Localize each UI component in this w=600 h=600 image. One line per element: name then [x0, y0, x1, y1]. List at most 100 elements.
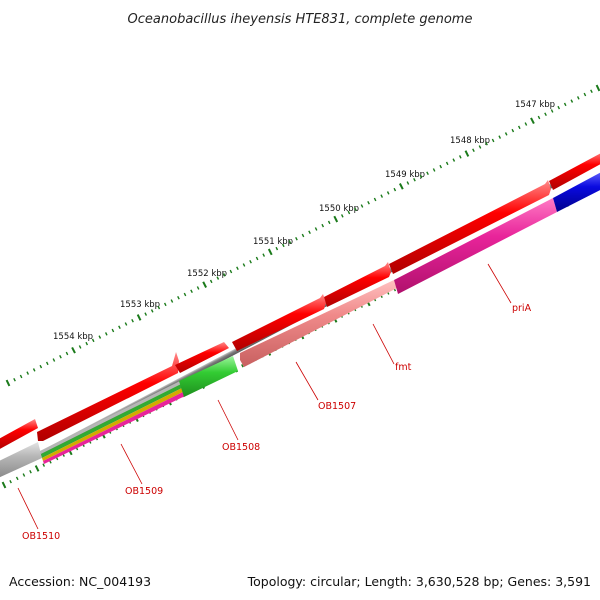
outer-tick — [399, 183, 404, 190]
outer-tick — [485, 141, 488, 146]
outer-tick — [71, 346, 76, 354]
outer-tick — [85, 341, 89, 346]
outer-tick — [52, 358, 56, 362]
leader-OB1510 — [17, 487, 39, 530]
outer-tick — [321, 223, 325, 228]
outer-tick — [426, 171, 429, 176]
outer-tick — [170, 299, 174, 303]
cds-priA — [394, 198, 557, 294]
outer-tick — [386, 191, 390, 195]
outer-tick — [242, 263, 246, 267]
cds-red-3 — [175, 342, 229, 373]
outer-tick — [590, 89, 593, 94]
cds-OB1510 — [0, 442, 42, 478]
outer-tick — [124, 322, 128, 326]
outer-tick — [5, 379, 11, 387]
cds-OB1509-stripe-yellow — [42, 388, 183, 461]
leader-OB1509 — [120, 443, 143, 485]
leader-priA — [487, 263, 512, 304]
outer-tick — [236, 266, 239, 271]
outer-tick — [177, 295, 180, 300]
kbp-label-1550: 1550 kbp — [319, 204, 359, 214]
outer-tick — [262, 253, 266, 257]
outer-tick — [354, 207, 357, 212]
forward-cds-row — [0, 153, 600, 449]
inner-tick — [9, 479, 12, 484]
outer-tick — [452, 158, 456, 162]
outer-tick — [478, 145, 482, 149]
outer-tick — [340, 214, 344, 218]
outer-tick — [288, 240, 292, 244]
outer-tick — [222, 273, 226, 277]
cds-fmt — [240, 280, 397, 367]
outer-tick — [550, 109, 554, 113]
outer-tick — [576, 96, 580, 100]
cds-red-1 — [0, 419, 38, 449]
gene-label-fmt: fmt — [395, 362, 412, 373]
outer-tick — [472, 148, 475, 153]
outer-tick — [249, 259, 252, 264]
outer-tick — [498, 135, 502, 139]
outer-tick — [464, 150, 470, 157]
kbp-label-1547: 1547 kbp — [515, 100, 555, 110]
inner-tick — [22, 473, 26, 477]
cds-OB1509-stripe-grey — [40, 381, 181, 454]
outer-tick — [209, 279, 213, 284]
outer-tick — [183, 292, 187, 297]
cds-red-6 — [389, 180, 551, 274]
gene-labels: priA fmt OB1507 OB1508 OB1509 OB1510 — [22, 303, 532, 542]
kbp-scale-labels: 1547 kbp 1548 kbp 1549 kbp 1550 kbp 1551… — [53, 100, 555, 342]
kbp-label-1553: 1553 kbp — [120, 300, 160, 310]
leader-OB1508 — [217, 399, 239, 441]
cds-red-2 — [37, 352, 179, 441]
outer-tick — [595, 84, 600, 92]
outer-tick — [295, 236, 298, 241]
outer-tick — [301, 233, 305, 238]
leader-fmt — [372, 323, 395, 365]
outer-tick — [13, 377, 16, 382]
outer-tick — [255, 256, 259, 261]
outer-tick — [157, 305, 161, 310]
gene-label-OB1507: OB1507 — [318, 401, 356, 412]
outer-tick — [380, 194, 384, 198]
cds-OB1508 — [179, 356, 238, 397]
kbp-label-1554: 1554 kbp — [53, 332, 93, 342]
outer-tick — [131, 318, 134, 323]
cds-OB1509-stripe-green — [41, 384, 182, 458]
accession-text: Accession: NC_004193 — [9, 574, 151, 589]
outer-tick — [190, 289, 193, 294]
outer-tick — [314, 227, 318, 231]
outer-tick — [216, 276, 220, 280]
inner-tick — [1, 481, 7, 489]
inner-tick — [29, 469, 32, 474]
cds-red-5 — [324, 262, 391, 307]
outer-tick — [563, 102, 567, 107]
outer-tick — [373, 197, 377, 202]
cds-red-4 — [232, 294, 326, 351]
kbp-label-1548: 1548 kbp — [450, 136, 490, 146]
outer-tick — [59, 354, 62, 359]
gene-label-priA: priA — [512, 303, 532, 314]
cds-OB1509-stripe-pink — [43, 392, 185, 464]
outer-tick — [432, 168, 436, 172]
gene-label-OB1509: OB1509 — [125, 486, 163, 497]
outer-tick — [491, 138, 495, 143]
outer-tick — [196, 286, 200, 290]
outer-tick — [98, 335, 102, 339]
outer-tick — [439, 164, 443, 169]
outer-tick — [118, 325, 121, 330]
outer-tick — [26, 371, 30, 375]
outer-tick — [144, 312, 148, 316]
outer-tick — [530, 117, 535, 125]
outer-tick — [202, 281, 207, 288]
outer-tick — [524, 122, 528, 126]
outer-tick — [333, 215, 339, 223]
outer-tick — [393, 187, 397, 192]
inner-tick — [15, 476, 19, 481]
outer-tick-ring — [5, 84, 600, 387]
outer-tick — [557, 105, 561, 110]
outer-tick — [45, 361, 49, 366]
kbp-label-1551: 1551 kbp — [253, 237, 293, 247]
outer-tick — [445, 161, 449, 166]
outer-tick — [308, 230, 311, 235]
